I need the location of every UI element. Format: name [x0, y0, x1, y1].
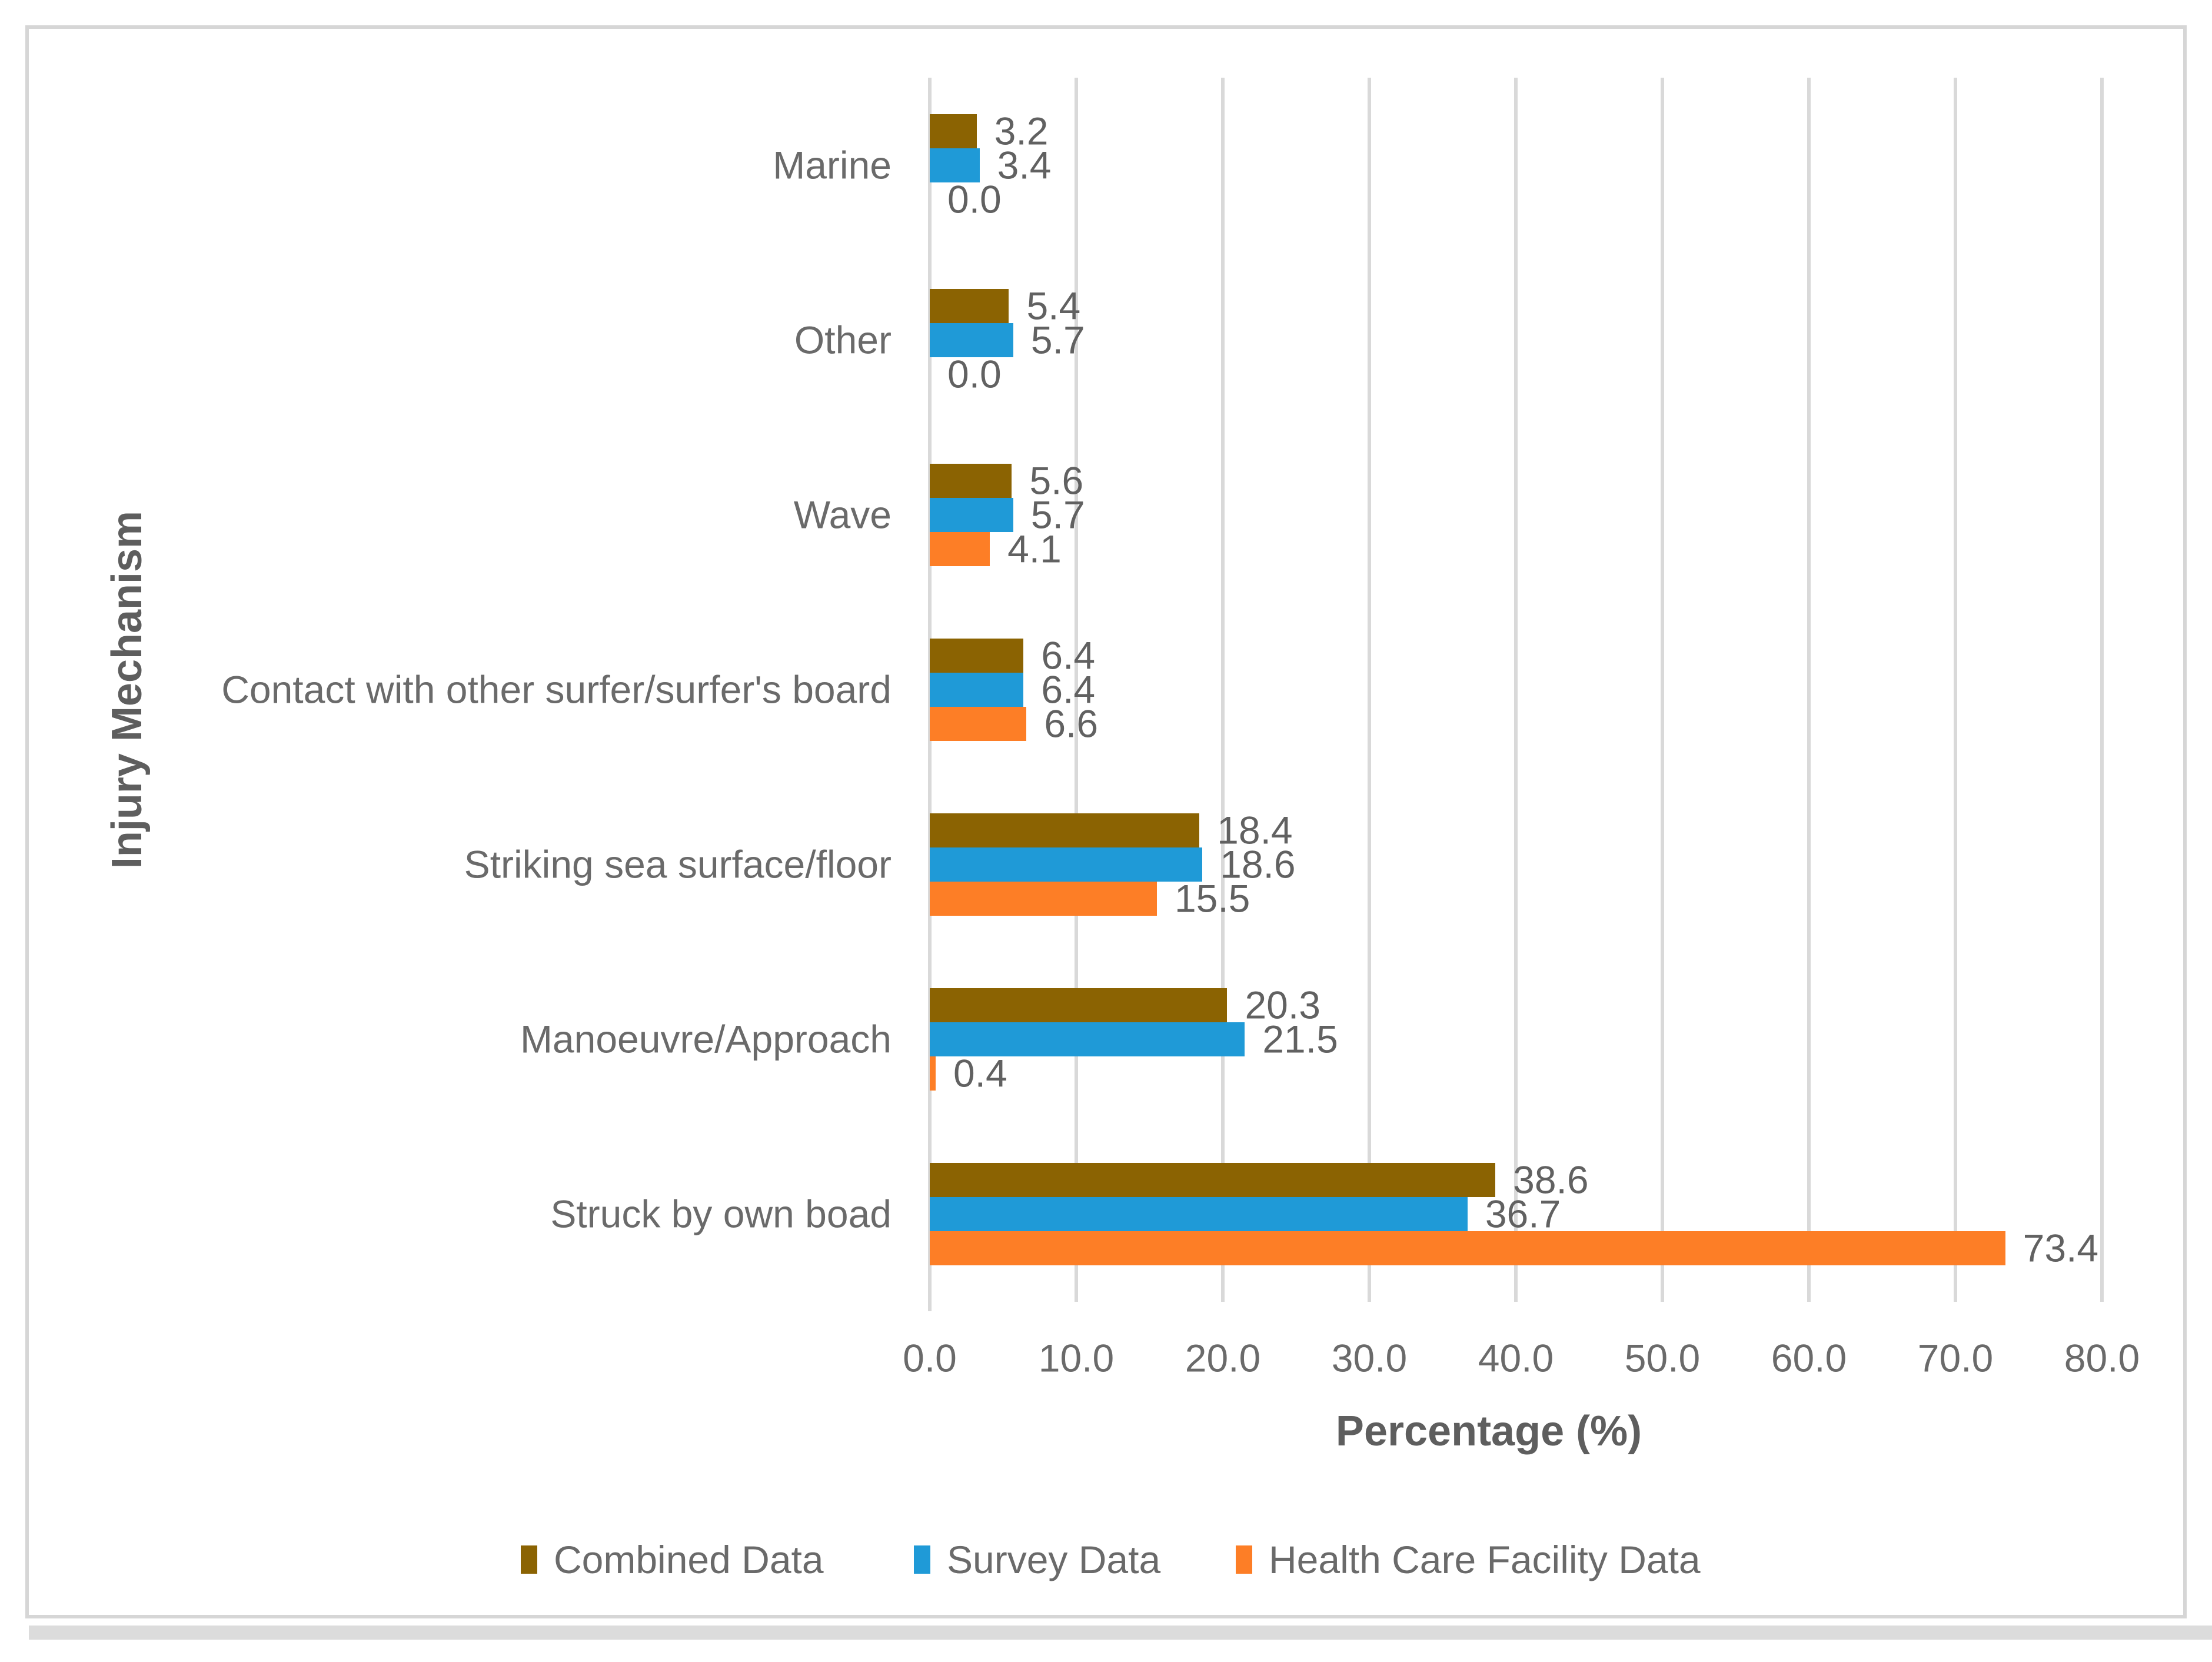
value-label-health-care-facility-data-wave: 4.1 — [1007, 527, 1062, 571]
value-label-survey-data-striking-sea-surface-floor: 18.6 — [1220, 842, 1296, 886]
bottom-edge-strip — [29, 1626, 2212, 1640]
bar-survey-data-marine — [930, 148, 980, 182]
value-label-combined-data-struck-by-own-boad: 38.6 — [1513, 1158, 1589, 1202]
gridline — [1514, 78, 1518, 1302]
gridline — [2100, 78, 2104, 1302]
bar-survey-data-wave — [930, 497, 1013, 532]
bar-health-care-facility-data-struck-by-own-boad — [930, 1231, 2005, 1266]
legend-label-combined-data: Combined Data — [554, 1538, 824, 1581]
bar-health-care-facility-data-striking-sea-surface-floor — [930, 882, 1157, 916]
bar-health-care-facility-data-manoeuvre-approach — [930, 1056, 936, 1091]
legend: Combined Data Survey Data Health Care Faci… — [0, 1537, 2212, 1584]
plot-area: 0.0 10.0 20.0 30.0 40.0 50.0 60.0 70.0 80.0 Marin… — [221, 78, 2140, 1380]
x-tick-label: 40.0 — [1478, 1336, 1554, 1380]
x-tick-label: 20.0 — [1185, 1336, 1261, 1380]
category-label-striking-sea-surface-floor: Striking sea surface/floor — [464, 842, 892, 886]
x-tick-label: 10.0 — [1038, 1336, 1115, 1380]
x-tick-label: 70.0 — [1917, 1336, 1994, 1380]
value-label-survey-data-wave: 5.7 — [1030, 493, 1085, 537]
category-label-struck-by-own-boad: Struck by own boad — [550, 1192, 892, 1236]
bar-health-care-facility-data-wave — [930, 531, 990, 566]
bar-survey-data-striking-sea-surface-floor — [930, 847, 1203, 882]
category-label-contact-with-other-surfer-surfer-s-board: Contact with other surfer/surfer's board — [221, 667, 892, 712]
category-label-wave: Wave — [793, 493, 892, 537]
value-label-combined-data-wave: 5.6 — [1029, 458, 1084, 503]
value-label-health-care-facility-data-struck-by-own-boad: 73.4 — [2023, 1226, 2099, 1271]
legend-item-survey-data: Survey Data — [914, 1537, 1160, 1582]
bar-survey-data-struck-by-own-boad — [930, 1197, 1468, 1232]
x-axis-tick-mark — [928, 1302, 932, 1311]
bar-survey-data-contact-with-other-surfer-surfer-s-board — [930, 673, 1024, 707]
value-label-health-care-facility-data-contact-with-other-surfer-surfer-s-board: 6.6 — [1044, 702, 1099, 746]
value-label-combined-data-manoeuvre-approach: 20.3 — [1245, 983, 1320, 1027]
x-tick-label: 30.0 — [1331, 1336, 1408, 1380]
legend-label-health-care-facility-data: Health Care Facility Data — [1269, 1538, 1701, 1581]
value-label-combined-data-striking-sea-surface-floor: 18.4 — [1217, 808, 1293, 852]
x-tick-label: 60.0 — [1771, 1336, 1847, 1380]
legend-marker-health-care-facility-data — [1236, 1545, 1252, 1574]
bar-combined-data-struck-by-own-boad — [930, 1163, 1496, 1198]
x-tick-label: 50.0 — [1624, 1336, 1701, 1380]
legend-marker-survey-data — [914, 1545, 930, 1574]
bar-survey-data-manoeuvre-approach — [930, 1022, 1245, 1057]
gridline — [1221, 78, 1225, 1302]
value-label-combined-data-marine: 3.2 — [994, 109, 1049, 153]
bar-combined-data-manoeuvre-approach — [930, 988, 1228, 1023]
legend-marker-combined-data — [521, 1545, 537, 1574]
gridline — [1954, 78, 1957, 1302]
gridline — [1368, 78, 1371, 1302]
bar-combined-data-striking-sea-surface-floor — [930, 813, 1200, 848]
value-label-combined-data-contact-with-other-surfer-surfer-s-board: 6.4 — [1041, 633, 1096, 677]
bar-survey-data-other — [930, 323, 1013, 357]
value-label-health-care-facility-data-manoeuvre-approach: 0.4 — [953, 1051, 1007, 1095]
y-axis-title: Injury Mechanism — [104, 510, 151, 869]
value-label-health-care-facility-data-marine: 0.0 — [947, 177, 1002, 221]
value-label-survey-data-contact-with-other-surfer-surfer-s-board: 6.4 — [1041, 667, 1096, 712]
bar-combined-data-other — [930, 288, 1009, 323]
x-tick-label: 80.0 — [2064, 1336, 2140, 1380]
gridline — [1075, 78, 1078, 1302]
category-label-marine: Marine — [773, 143, 892, 187]
value-label-survey-data-other: 5.7 — [1030, 318, 1085, 362]
gridline — [1807, 78, 1811, 1302]
value-label-health-care-facility-data-striking-sea-surface-floor: 15.5 — [1174, 876, 1250, 920]
x-tick-label: 0.0 — [903, 1336, 957, 1380]
legend-item-combined-data: Combined Data — [521, 1537, 824, 1582]
value-label-survey-data-struck-by-own-boad: 36.7 — [1485, 1192, 1561, 1236]
x-axis-title: Percentage (%) — [1335, 1408, 1642, 1455]
value-label-combined-data-other: 5.4 — [1026, 284, 1081, 328]
category-label-other: Other — [794, 318, 892, 362]
value-label-health-care-facility-data-other: 0.0 — [947, 352, 1002, 396]
bar-health-care-facility-data-contact-with-other-surfer-surfer-s-board — [930, 707, 1027, 741]
bar-combined-data-contact-with-other-surfer-surfer-s-board — [930, 639, 1024, 673]
legend-label-survey-data: Survey Data — [947, 1538, 1161, 1581]
bar-combined-data-wave — [930, 463, 1012, 498]
bar-combined-data-marine — [930, 114, 977, 148]
category-label-manoeuvre-approach: Manoeuvre/Approach — [520, 1017, 892, 1061]
value-label-survey-data-manoeuvre-approach: 21.5 — [1262, 1017, 1338, 1061]
gridline — [1661, 78, 1664, 1302]
legend-item-health-care-facility-data: Health Care Facility Data — [1236, 1537, 1701, 1582]
value-label-survey-data-marine: 3.4 — [997, 143, 1052, 187]
